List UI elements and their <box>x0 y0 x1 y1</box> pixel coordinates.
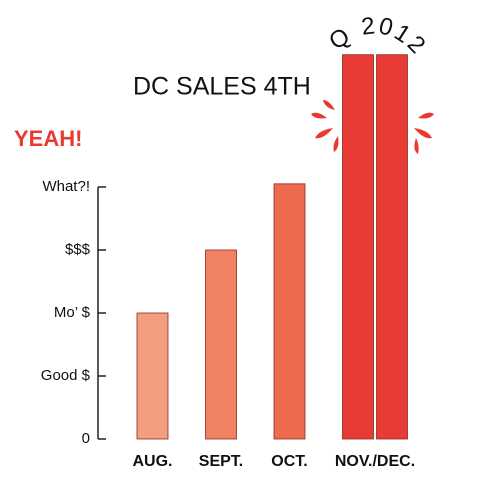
bar <box>205 249 237 440</box>
y-tick-label: Mo’ $ <box>54 304 91 321</box>
y-tick-label: $$$ <box>65 241 91 258</box>
bar <box>273 183 306 440</box>
splash <box>311 100 434 154</box>
x-tick-label: OCT. <box>271 453 307 470</box>
y-tick-label: What?! <box>42 178 90 195</box>
bar <box>342 54 374 440</box>
chart-title: DC SALES 4TH <box>133 73 311 101</box>
y-tick-label: Good $ <box>41 367 91 384</box>
x-tick-label: SEPT. <box>199 453 243 470</box>
x-tick-label: AUG. <box>133 453 173 470</box>
y-tick-label: 0 <box>82 430 90 447</box>
x-tick-label: NOV./DEC. <box>335 453 415 470</box>
annotation: YEAH! <box>14 126 82 151</box>
bar <box>136 312 169 440</box>
bar <box>376 54 408 440</box>
